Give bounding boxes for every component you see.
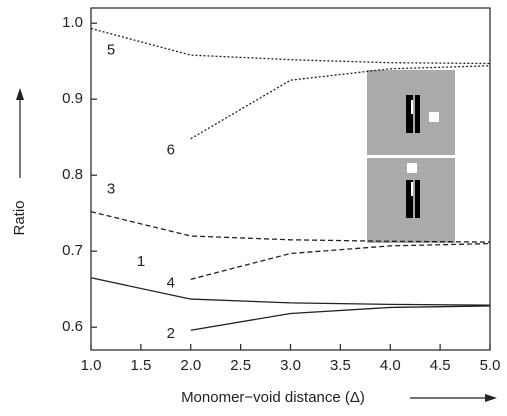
y-tick-label: 0.8 [62, 166, 83, 183]
series-line [190, 65, 491, 140]
inset-void [429, 112, 439, 122]
x-tick-label: 3.5 [330, 357, 351, 374]
y-tick-label: 0.9 [62, 90, 83, 107]
series-line [190, 305, 491, 331]
inset-rod [406, 95, 413, 133]
inset-rod [415, 95, 420, 133]
y-arrow-head [16, 88, 24, 100]
inset-images [367, 70, 455, 243]
series-line [190, 242, 491, 280]
x-tick-label: 4.5 [430, 357, 451, 374]
inset-rod [415, 180, 420, 218]
series-label: 2 [167, 325, 175, 342]
series-label: 1 [137, 253, 145, 270]
inset-arrow [411, 182, 413, 196]
series-label: 6 [167, 142, 175, 159]
series-label: 4 [167, 274, 175, 291]
y-tick-label: 0.6 [62, 318, 83, 335]
series-line [90, 211, 491, 243]
x-tick-label: 5.0 [480, 357, 501, 374]
series-label: 5 [107, 41, 115, 58]
series-line [90, 27, 491, 65]
x-tick-label: 2.0 [180, 357, 201, 374]
y-axis-label: Ratio [11, 200, 28, 235]
x-tick-label: 1.0 [81, 357, 102, 374]
y-tick-label: 0.7 [62, 242, 83, 259]
inset-arrow [411, 100, 413, 114]
x-tick-label: 3.0 [280, 357, 301, 374]
series-label: 3 [107, 181, 115, 198]
x-tick-label: 4.0 [380, 357, 401, 374]
series-line [90, 277, 491, 306]
y-tick-label: 1.0 [62, 14, 83, 31]
x-arrow-head [485, 394, 497, 402]
inset-rod [406, 180, 413, 218]
inset-void [407, 163, 417, 173]
x-tick-label: 2.5 [230, 357, 251, 374]
x-tick-label: 1.5 [130, 357, 151, 374]
x-axis-label: Monomer−void distance (Δ) [181, 389, 365, 406]
